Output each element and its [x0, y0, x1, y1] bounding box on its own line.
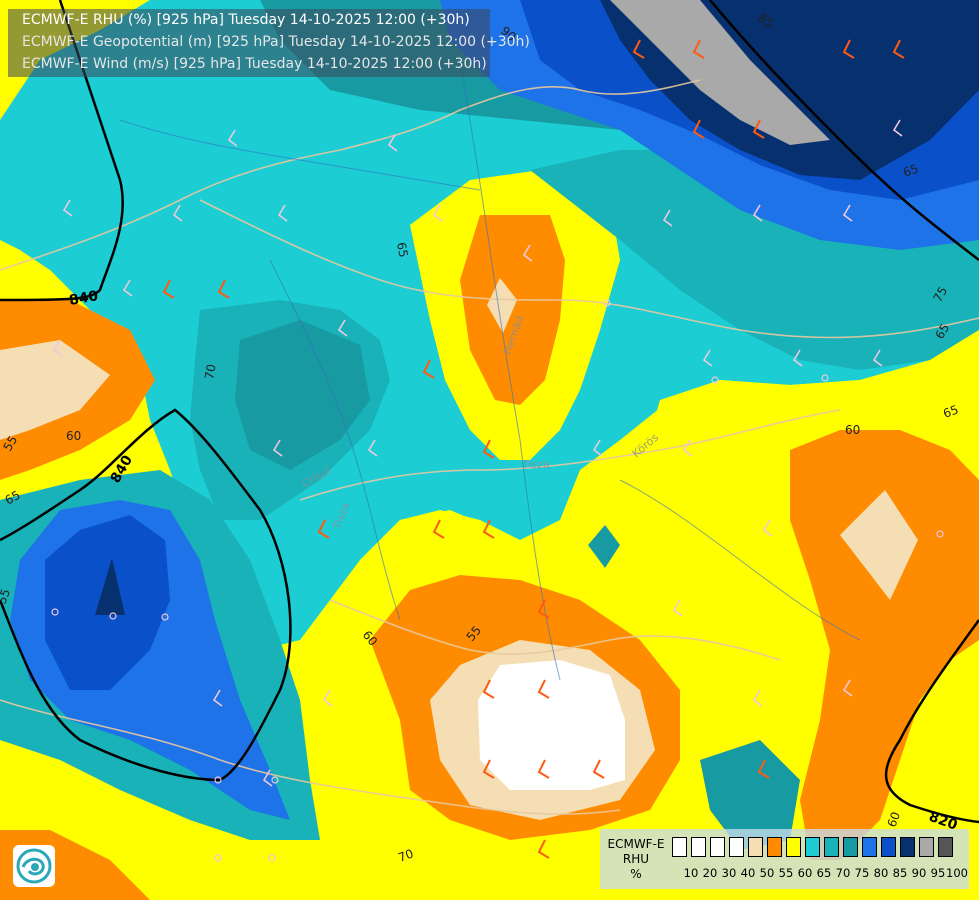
- legend-swatch: [729, 837, 744, 857]
- rhu-95-north: [610, 0, 830, 145]
- legend-swatch: [824, 837, 839, 857]
- legend-swatch: [748, 837, 763, 857]
- legend-tick-label: 75: [854, 866, 870, 880]
- legend-title-model: ECMWF-E: [607, 837, 665, 851]
- wind-barbs: [52, 119, 903, 787]
- calm-markers: [51, 299, 944, 862]
- legend-tick-label: 65: [816, 866, 832, 880]
- svg-text:60: 60: [885, 810, 903, 829]
- svg-text:65: 65: [901, 161, 920, 179]
- legend-title-variable: RHU: [622, 852, 650, 866]
- title-rhu: ECMWF-E RHU (%) [925 hPa] Tuesday 14-10-…: [22, 12, 470, 28]
- rhu-75-southeast: [700, 740, 800, 850]
- legend-title-unit: %: [630, 867, 642, 881]
- legend-tick-label: 80: [873, 866, 889, 880]
- rivers: [119, 59, 861, 681]
- legend: ECMWF-E RHU % 10 20 30 40 50 55 60 65 70 75 80 85 90…: [600, 829, 969, 889]
- legend-tick-label: 40: [740, 866, 756, 880]
- svg-text:65: 65: [394, 241, 410, 258]
- legend-tick-label: 95: [930, 866, 946, 880]
- legend-swatch: [691, 837, 706, 857]
- rhu-50-west: [0, 340, 110, 440]
- title-geopotential: ECMWF-E Geopotential (m) [925 hPa] Tuesd…: [22, 34, 530, 50]
- legend-tick-label: 90: [911, 866, 927, 880]
- rhu-50-east: [840, 490, 918, 600]
- rhu-90-southwest: [95, 558, 125, 615]
- legend-swatch: [862, 837, 877, 857]
- legend-tick-label: 70: [835, 866, 851, 880]
- rhu-70-east-band: [530, 150, 979, 370]
- legend-title: ECMWF-E RHU %: [606, 837, 666, 882]
- legend-tick-label: 50: [759, 866, 775, 880]
- legend-tick-label: 85: [892, 866, 908, 880]
- rhu-75-west: [235, 320, 370, 470]
- rhu-50-north: [487, 278, 517, 333]
- svg-text:85: 85: [756, 10, 776, 30]
- svg-text:65: 65: [932, 321, 952, 341]
- svg-text:65: 65: [941, 402, 960, 420]
- geopotential-contours: [0, 0, 979, 824]
- legend-swatch: [710, 837, 725, 857]
- legend-swatch: [672, 837, 687, 857]
- svg-text:70: 70: [396, 846, 415, 864]
- borders: [0, 79, 979, 815]
- legend-swatch: [805, 837, 820, 857]
- legend-tick-label: 100: [946, 866, 968, 880]
- wind-barb-icon: [227, 129, 238, 147]
- legend-swatch: [919, 837, 934, 857]
- svg-text:Tisza: Tisza: [521, 458, 550, 471]
- svg-text:840: 840: [68, 288, 100, 309]
- legend-swatch: [938, 837, 953, 857]
- legend-tick-label: 20: [702, 866, 718, 880]
- legend-tick-label: 60: [797, 866, 813, 880]
- legend-tick-label: 10: [683, 866, 699, 880]
- legend-swatch: [767, 837, 782, 857]
- legend-swatch: [881, 837, 896, 857]
- legend-swatch: [843, 837, 858, 857]
- rhu-75-patch: [588, 525, 620, 568]
- svg-text:75: 75: [930, 284, 950, 304]
- ecmwf-logo-icon: [13, 845, 55, 887]
- legend-tick-label: 55: [778, 866, 794, 880]
- svg-text:60: 60: [66, 429, 81, 443]
- legend-tick-label: 30: [721, 866, 737, 880]
- legend-swatch: [786, 837, 801, 857]
- legend-swatch: [900, 837, 915, 857]
- svg-text:65: 65: [3, 488, 23, 508]
- title-wind: ECMWF-E Wind (m/s) [925 hPa] Tuesday 14-…: [22, 56, 487, 72]
- title-box: ECMWF-E RHU (%) [925 hPa] Tuesday 14-10-…: [8, 9, 530, 77]
- rhu-40-south: [478, 660, 625, 790]
- rhu-55-east: [790, 430, 979, 860]
- wind-barbs-strong: [162, 39, 905, 859]
- svg-text:55: 55: [0, 433, 20, 453]
- svg-text:70: 70: [202, 363, 218, 380]
- svg-text:60: 60: [845, 423, 860, 437]
